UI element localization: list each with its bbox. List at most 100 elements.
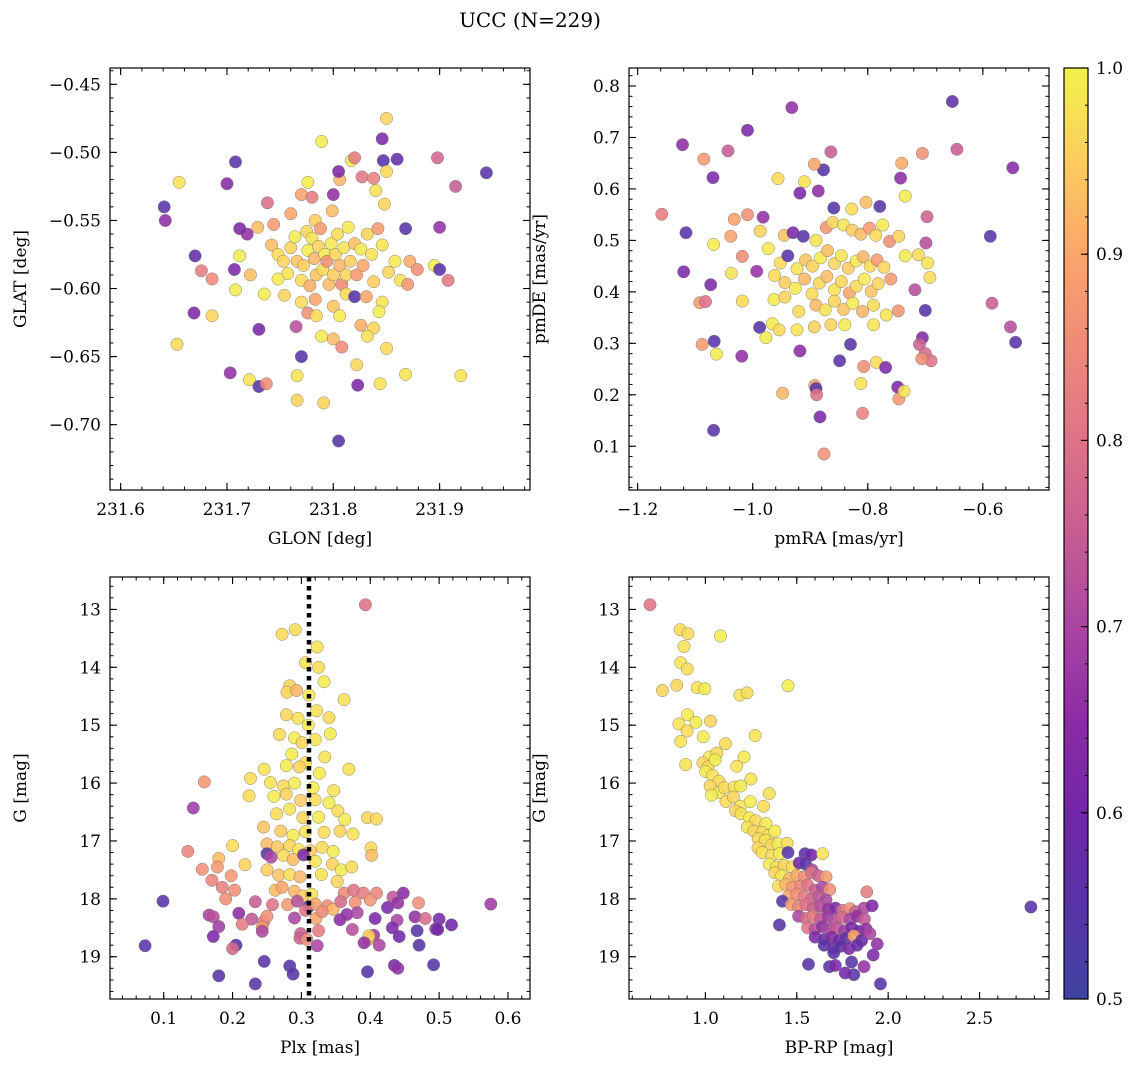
scatter-point <box>255 924 269 938</box>
scatter-point <box>332 434 345 448</box>
scatter-point <box>824 145 838 159</box>
scatter-point <box>205 309 219 323</box>
scatter-point <box>898 189 912 203</box>
scatter-point <box>367 171 381 185</box>
scatter-point <box>689 715 703 729</box>
scatter-point <box>741 208 754 222</box>
y-tick-label: 13 <box>598 600 620 620</box>
scatter-point <box>170 337 184 351</box>
scatter-point <box>916 146 929 160</box>
scatter-point <box>350 906 364 920</box>
scatter-point <box>912 248 925 262</box>
scatter-point <box>382 265 395 279</box>
scatter-point <box>740 686 754 700</box>
scatter-point <box>294 794 308 807</box>
scatter-point <box>706 171 720 185</box>
scatter-point <box>251 220 265 234</box>
scatter-point <box>194 264 208 278</box>
scatter-point <box>1004 320 1017 334</box>
scatter-point <box>756 210 770 224</box>
scatter-point <box>730 759 744 773</box>
scatter-point <box>257 955 271 968</box>
scatter-point <box>392 930 406 943</box>
scatter-point <box>260 909 274 923</box>
scatter-point <box>291 711 305 725</box>
scatter-point <box>331 227 344 241</box>
scatter-point <box>915 352 929 366</box>
scatter-point <box>844 337 857 351</box>
scatter-point <box>372 305 386 319</box>
scatter-point <box>679 758 693 771</box>
scatter-point <box>898 249 912 263</box>
scatter-point <box>279 759 293 773</box>
scatter-point <box>181 845 195 858</box>
scatter-point <box>279 787 293 801</box>
colorbar-gradient <box>1063 67 1089 1000</box>
scatter-point <box>983 229 997 243</box>
scatter-point <box>345 860 359 874</box>
y-tick-label: 0.7 <box>593 128 620 148</box>
scatter-point <box>837 302 850 316</box>
scatter-point <box>792 304 806 318</box>
scatter-point <box>778 290 792 304</box>
scatter-point <box>708 753 722 767</box>
scatter-point <box>945 95 959 108</box>
scatter-point <box>724 229 738 243</box>
scatter-point <box>856 406 869 420</box>
x-tick-label: 0.3 <box>288 1009 315 1029</box>
scatter-point <box>317 675 331 689</box>
scatter-point <box>322 796 336 810</box>
y-tick-label: 19 <box>598 948 620 968</box>
scatter-point <box>781 679 795 693</box>
scatter-point <box>785 101 799 115</box>
colorbar-tick-label: 0.7 <box>1096 618 1123 638</box>
scatter-point <box>293 870 307 884</box>
scatter-point <box>698 682 712 696</box>
scatter-point <box>838 966 852 980</box>
scatter-point <box>308 292 322 306</box>
colorbar-tick-label: 0.8 <box>1096 431 1123 451</box>
y-tick-label: 0.8 <box>593 77 620 97</box>
scatter-point <box>365 248 378 261</box>
scatter-point <box>326 188 340 202</box>
scatter-points <box>157 112 493 448</box>
scatter-point <box>867 318 880 332</box>
scatter-point <box>809 233 823 247</box>
scatter-point <box>248 895 262 909</box>
scatter-point <box>696 730 710 744</box>
x-tick-label: 231.7 <box>203 500 252 520</box>
scatter-point <box>227 263 241 276</box>
scatter-point <box>431 151 444 165</box>
y-axis-label: G [mag] <box>530 753 550 822</box>
scatter-point <box>294 188 308 202</box>
scatter-point <box>260 863 274 877</box>
y-tick-label: 17 <box>79 832 101 852</box>
scatter-point <box>856 304 869 318</box>
scatter-point <box>332 165 345 178</box>
scatter-point <box>326 332 340 346</box>
scatter-point <box>263 776 277 789</box>
scatter-point <box>772 323 786 337</box>
scatter-point <box>267 790 281 803</box>
y-tick-label: −0.70 <box>49 416 101 436</box>
scatter-point <box>288 776 301 790</box>
scatter-point <box>479 166 493 180</box>
scatter-point <box>681 708 694 722</box>
scatter-point <box>643 598 657 612</box>
scatter-point <box>705 788 718 802</box>
scatter-point <box>396 886 410 900</box>
scatter-point <box>290 894 304 908</box>
scatter-point <box>309 309 323 323</box>
y-tick-label: 0.2 <box>593 386 620 406</box>
scatter-point <box>824 318 838 332</box>
scatter-point <box>310 704 323 718</box>
scatter-point <box>449 179 462 193</box>
scatter-point <box>257 762 271 776</box>
scatter-point <box>368 912 382 925</box>
y-tick-label: 15 <box>79 716 101 736</box>
scatter-point <box>897 384 911 398</box>
scatter-point <box>337 693 351 707</box>
scatter-point <box>260 196 274 210</box>
panel-top-left: 231.6 231.7 231.8 231.9 −0.45 −0.50 −0.55 −0.60… <box>11 67 531 549</box>
scatter-point <box>229 283 242 297</box>
